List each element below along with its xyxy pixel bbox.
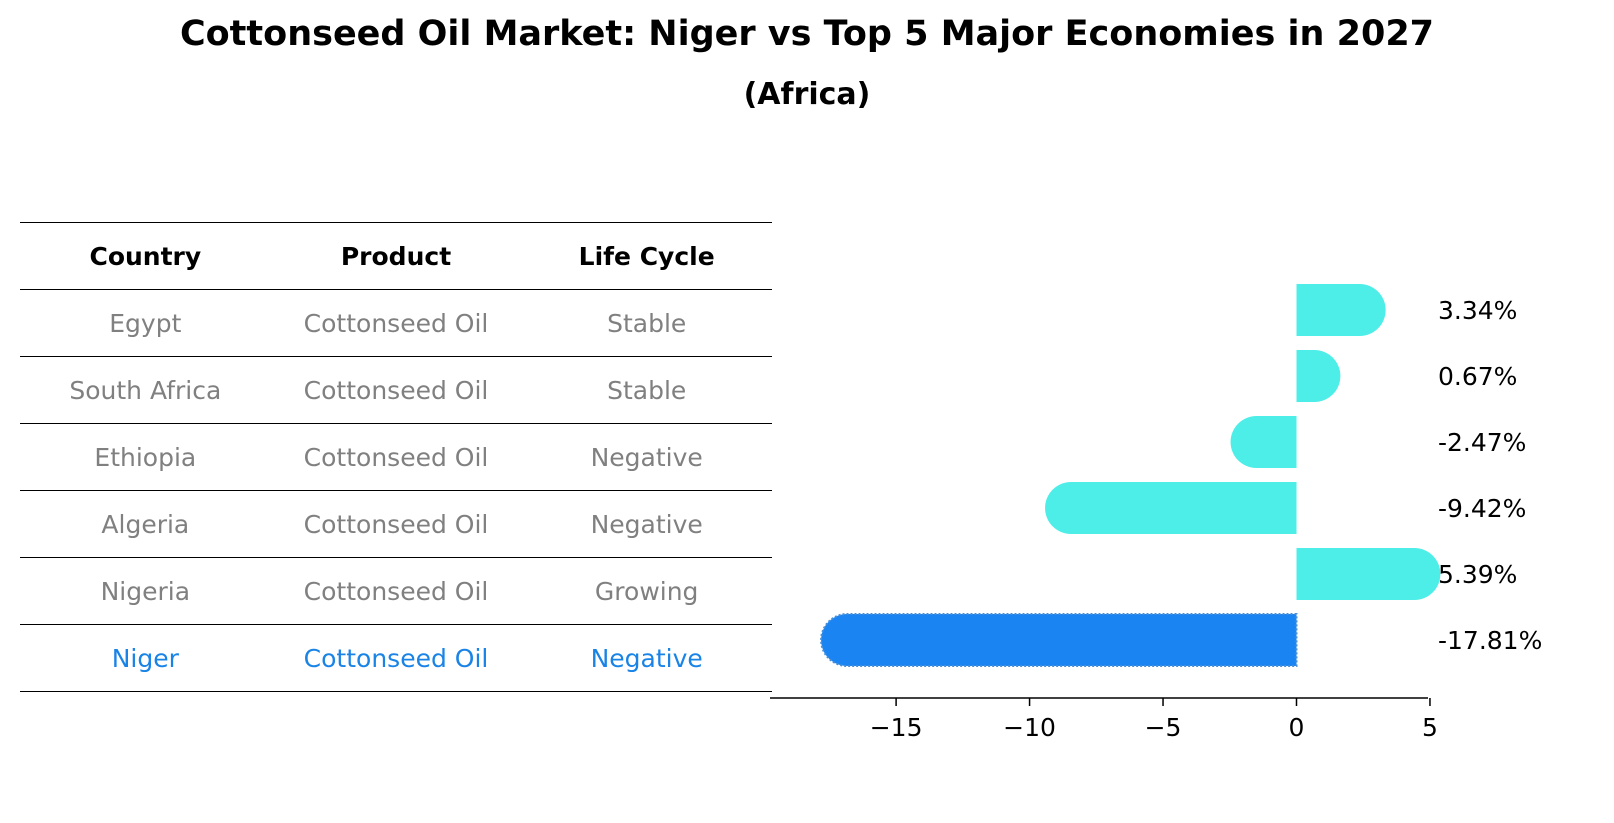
cell-life-cycle: Stable	[607, 375, 687, 405]
value-label: -17.81%	[1438, 626, 1542, 655]
bar-algeria	[1045, 482, 1297, 534]
cell-life-cycle: Negative	[590, 442, 703, 472]
table-row: Algeria Cottonseed Oil Negative	[20, 490, 772, 557]
cell-product: Cottonseed Oil	[303, 375, 489, 405]
bar-niger	[820, 613, 1298, 667]
cell-product: Cottonseed Oil	[303, 509, 489, 539]
x-tick-label: −15	[870, 713, 923, 742]
cell-life-cycle: Negative	[590, 643, 703, 673]
value-label: 3.34%	[1438, 296, 1517, 325]
x-tick-label: −5	[1145, 713, 1182, 742]
data-table: Country Product Life Cycle Egypt Cottons…	[20, 222, 772, 692]
x-tick-label: −10	[1003, 713, 1056, 742]
chart-title: Cottonseed Oil Market: Niger vs Top 5 Ma…	[179, 14, 1435, 54]
bar-south-africa	[1296, 350, 1341, 402]
bar-chart: 3.34% 0.67% -2.47% -9.42% 5.39% -17.81% −15 −10…	[770, 284, 1542, 742]
cell-country: South Africa	[69, 375, 222, 405]
x-tick-label: 5	[1422, 713, 1438, 742]
value-label: 5.39%	[1438, 560, 1517, 589]
bar-ethiopia	[1230, 416, 1297, 468]
cell-product: Cottonseed Oil	[303, 308, 489, 338]
table-row: Egypt Cottonseed Oil Stable	[20, 289, 772, 356]
cell-product: Cottonseed Oil	[303, 643, 489, 673]
table-row: Nigeria Cottonseed Oil Growing	[20, 557, 772, 624]
cell-product: Cottonseed Oil	[303, 442, 489, 472]
cell-country: Nigeria	[100, 576, 191, 606]
table-header-row: Country Product Life Cycle	[20, 222, 772, 289]
value-label: -9.42%	[1438, 494, 1526, 523]
x-tick-label: 0	[1289, 713, 1305, 742]
column-header-product: Product	[340, 241, 452, 271]
value-label: -2.47%	[1438, 428, 1526, 457]
cell-country: Algeria	[101, 509, 190, 539]
bar-egypt	[1296, 284, 1386, 336]
cell-product: Cottonseed Oil	[303, 576, 489, 606]
chart-subtitle: (Africa)	[743, 77, 871, 112]
cell-life-cycle: Negative	[590, 509, 703, 539]
cell-country: Egypt	[109, 308, 182, 338]
column-header-life-cycle: Life Cycle	[578, 241, 715, 271]
cell-life-cycle: Growing	[594, 576, 699, 606]
bar-nigeria	[1296, 548, 1441, 600]
value-label: 0.67%	[1438, 362, 1517, 391]
table-row-highlighted: Niger Cottonseed Oil Negative	[20, 624, 772, 692]
cell-life-cycle: Stable	[607, 308, 687, 338]
table-row: Ethiopia Cottonseed Oil Negative	[20, 423, 772, 490]
column-header-country: Country	[89, 241, 202, 271]
table-row: South Africa Cottonseed Oil Stable	[20, 356, 772, 423]
cell-country: Ethiopia	[94, 442, 197, 472]
cell-country: Niger	[111, 643, 179, 673]
